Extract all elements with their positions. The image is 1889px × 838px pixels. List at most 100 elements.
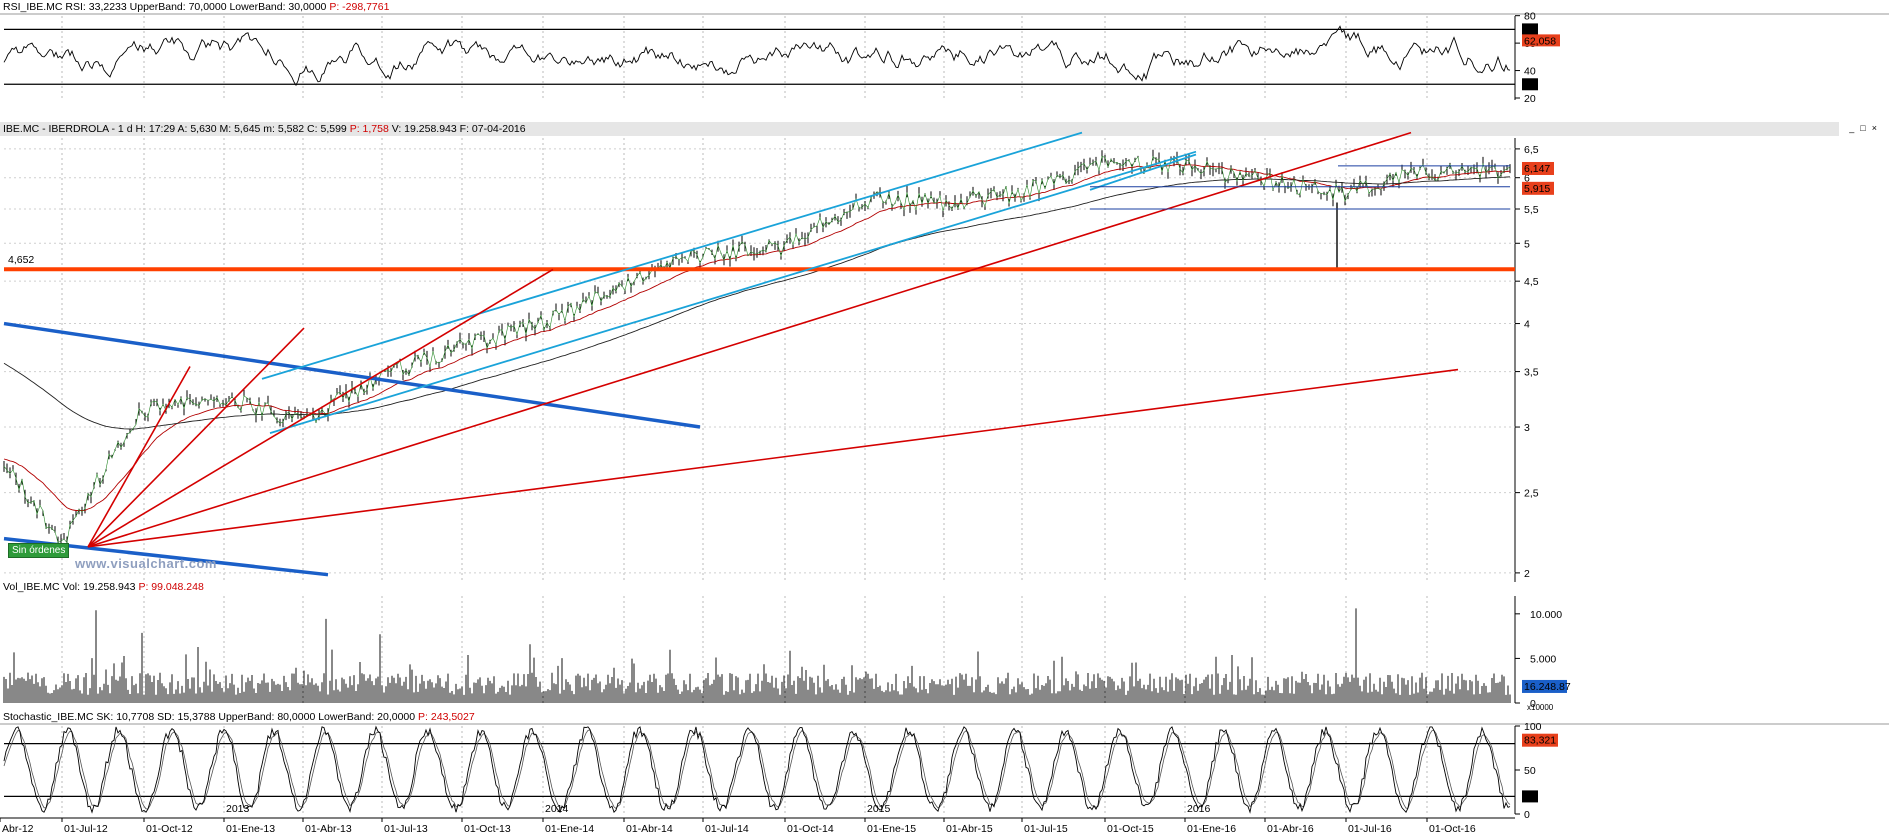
rsi-last-label: 62,058 [1524, 35, 1556, 47]
x-tick-label: 01-Abr-14 [626, 823, 673, 835]
stochastic-tick-label: 0 [1524, 809, 1530, 818]
price-tick-label: 4 [1524, 319, 1530, 331]
x-tick-label: Abr-12 [2, 823, 34, 835]
x-tick-label: 01-Jul-12 [64, 823, 108, 835]
ma-value-badge [1522, 181, 1554, 195]
stochastic-chart[interactable]: 100 50 0 20 83,321 [0, 710, 1889, 818]
x-tick-label: 01-Jul-14 [705, 823, 749, 835]
price-tick-label: 6 [1524, 173, 1530, 185]
x-tick-label: 01-Oct-13 [464, 823, 511, 835]
volume-p-value: P: 99.048.248 [138, 581, 204, 593]
x-tick-label: 01-Abr-13 [305, 823, 352, 835]
rsi-upper-badge [1522, 23, 1538, 36]
cyan-channel-upper [261, 131, 1083, 380]
price-tick-label: 6,5 [1524, 144, 1539, 156]
x-tick-label: 01-Oct-14 [787, 823, 834, 835]
volume-tick-label: 10.000 [1530, 609, 1562, 621]
cyan-channel-mid [1089, 153, 1197, 191]
rsi-pane[interactable]: RSI_IBE.MC RSI: 33,2233 UpperBand: 70,00… [0, 0, 1889, 103]
price-header-tail: V: 19.258.943 F: 07-04-2016 [391, 123, 526, 135]
x-year-label: 2013 [226, 803, 250, 815]
x-tick-label: 01-Ene-16 [1187, 823, 1236, 835]
x-tick-label: 01-Oct-15 [1107, 823, 1154, 835]
stochastic-last-badge [1522, 733, 1558, 747]
x-axis: 2013 2014 2015 2016 Abr-12 01-Jul-12 01-Oct-12… [0, 803, 1515, 835]
watermark: www.visualchart.com [75, 556, 217, 571]
cyan-channel-lower [269, 150, 1197, 434]
stochastic-header-text: Stochastic_IBE.MC SK: 10,7708 SD: 15,378… [3, 711, 416, 723]
stochastic-sd-line [3, 729, 1511, 810]
stochastic-lower-badge-label: 20 [1524, 791, 1536, 803]
last-price-badge [1522, 161, 1554, 175]
volume-header: Vol_IBE.MC Vol: 19.258.943 P: 99.048.248 [0, 580, 1853, 594]
blue-trend-upper [3, 321, 701, 429]
x-year-label: 2015 [867, 803, 891, 815]
x-tick-label: 01-Ene-13 [226, 823, 275, 835]
price-tick-label: 3,5 [1524, 367, 1539, 379]
x-year-label: 2016 [1187, 803, 1211, 815]
rsi-header: RSI_IBE.MC RSI: 33,2233 UpperBand: 70,00… [0, 0, 1853, 14]
rsi-tick-label: 20 [1524, 93, 1536, 103]
stochastic-last-label: 83,321 [1524, 735, 1556, 747]
price-tick-label: 2 [1524, 568, 1530, 580]
stochastic-tick-label: 100 [1524, 721, 1542, 733]
rsi-last-badge [1522, 34, 1560, 47]
price-chart[interactable]: 6,5 6 5,5 5 4,5 4 3,5 3 2,5 2 4,652 6,147 5,915 [0, 122, 1889, 586]
price-tick-label: 2,5 [1524, 488, 1539, 500]
ma-short-line [3, 163, 1511, 511]
price-tick-label: 5,5 [1524, 204, 1539, 216]
stochastic-header: Stochastic_IBE.MC SK: 10,7708 SD: 15,378… [0, 710, 1853, 724]
x-tick-label: 01-Ene-14 [545, 823, 594, 835]
stochastic-lower-badge [1522, 790, 1538, 803]
volume-header-text: Vol_IBE.MC Vol: 19.258.943 [3, 581, 136, 593]
close-line [3, 155, 1511, 544]
rsi-lower-badge-label: 30 [1524, 79, 1536, 91]
stochastic-sk-line [3, 725, 1511, 814]
rsi-lower-badge [1522, 78, 1538, 91]
price-tick-label: 5 [1524, 238, 1530, 250]
rsi-chart[interactable]: 80604020703062,058 [0, 0, 1889, 103]
price-header-text: IBE.MC - IBERDROLA - 1 d H: 17:29 A: 5,6… [3, 123, 347, 135]
fan-line [87, 268, 554, 548]
rsi-upper-badge-label: 70 [1524, 24, 1536, 36]
x-tick-label: 01-Abr-15 [946, 823, 993, 835]
rsi-p-value: P: -298,7761 [329, 1, 390, 13]
price-tick-label: 3 [1524, 422, 1530, 434]
stochastic-p-value: P: 243,5027 [418, 711, 475, 723]
x-tick-label: 01-Jul-15 [1024, 823, 1068, 835]
volume-tick-label: 0 [1530, 698, 1536, 710]
rsi-header-text: RSI_IBE.MC RSI: 33,2233 UpperBand: 70,00… [3, 1, 327, 13]
status-badge[interactable]: Sin órdenes [8, 543, 70, 558]
price-pane[interactable]: IBE.MC - IBERDROLA - 1 d H: 17:29 A: 5,6… [0, 122, 1889, 586]
volume-unit-label: x10000 [1527, 703, 1554, 710]
ma-value-label: 5,915 [1524, 183, 1550, 195]
fan-line [87, 368, 1459, 548]
volume-tick-label: 5.000 [1530, 653, 1556, 665]
volume-last-label: 16.248.87 [1524, 681, 1571, 693]
x-year-label: 2014 [545, 803, 569, 815]
last-price-label: 6,147 [1524, 163, 1550, 175]
rsi-line [3, 25, 1511, 87]
x-tick-label: 01-Abr-16 [1267, 823, 1314, 835]
rsi-tick-label: 40 [1524, 66, 1536, 78]
fan-line [87, 366, 191, 548]
x-tick-label: 01-Ene-15 [867, 823, 916, 835]
x-tick-label: 01-Jul-13 [384, 823, 428, 835]
price-p-value: P: 1,758 [349, 123, 389, 135]
fan-line [87, 131, 1412, 548]
price-tick-label: 4,5 [1524, 276, 1539, 288]
volume-last-badge [1522, 679, 1567, 693]
fan-line [87, 327, 305, 548]
ma-long-line [3, 176, 1511, 430]
x-tick-label: 01-Jul-16 [1348, 823, 1392, 835]
x-tick-label: 01-Oct-16 [1429, 823, 1476, 835]
support-level-label: 4,652 [8, 254, 34, 266]
stochastic-pane[interactable]: Stochastic_IBE.MC SK: 10,7708 SD: 15,378… [0, 710, 1889, 818]
price-window-buttons[interactable]: _□× [1849, 123, 1883, 133]
x-tick-label: 01-Oct-12 [146, 823, 193, 835]
rsi-tick-label: 80 [1524, 11, 1536, 23]
volume-pane[interactable]: Vol_IBE.MC Vol: 19.258.943 P: 99.048.248… [0, 580, 1889, 710]
volume-chart[interactable]: 10.000 5.000 0 16.248.87 x10000 [0, 580, 1889, 710]
price-header: IBE.MC - IBERDROLA - 1 d H: 17:29 A: 5,6… [0, 122, 1839, 136]
stochastic-tick-label: 50 [1524, 765, 1536, 777]
